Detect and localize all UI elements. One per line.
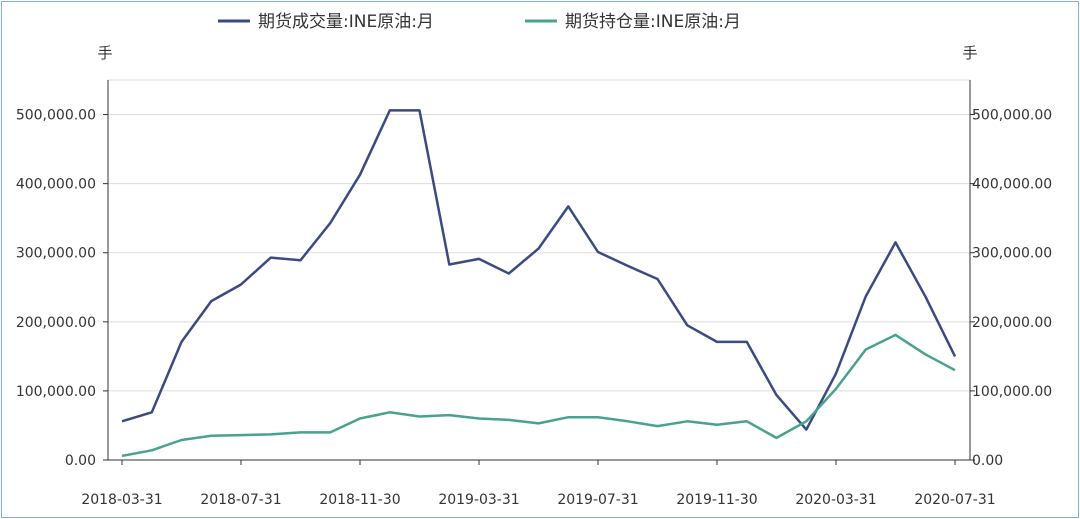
x-tick-label: 2018-07-31 (200, 492, 281, 508)
series-line-2 (121, 333, 956, 458)
legend-label: 期货成交量:INE原油:月 (258, 12, 434, 32)
y-tick-label-right: 200,000.00 (972, 315, 1052, 331)
y-axis-right-ticks: 0.00 100,000.00 200,000.00 300,000.00 400,00… (970, 108, 1052, 469)
y-tick-label-left: 500,000.00 (16, 108, 96, 124)
x-tick-label: 2018-03-31 (81, 492, 162, 508)
legend: 期货成交量:INE原油:月 期货持仓量:INE原油:月 (218, 12, 741, 32)
y-axis-unit-right: 手 (962, 44, 977, 62)
y-tick-label-right: 500,000.00 (972, 108, 1052, 124)
y-tick-label-left: 200,000.00 (16, 315, 96, 331)
gridlines (108, 79, 970, 392)
y-axis-unit-left: 手 (97, 44, 112, 62)
y-tick-label-left: 300,000.00 (16, 246, 96, 262)
y-tick-label-left: 400,000.00 (16, 177, 96, 193)
y-tick-label-right: 300,000.00 (972, 246, 1052, 262)
series-lines (121, 109, 957, 458)
y-tick-label-right: 0.00 (972, 453, 1003, 469)
y-tick-label-right: 400,000.00 (972, 177, 1052, 193)
x-tick-label: 2019-03-31 (438, 492, 519, 508)
x-tick-label: 2019-07-31 (557, 492, 638, 508)
x-tick-label: 2019-11-30 (676, 492, 757, 508)
x-tick-label: 2018-11-30 (319, 492, 400, 508)
x-axis-ticks: 2018-03-31 2018-07-31 2018-11-30 2019-03-31… (81, 460, 996, 508)
y-tick-label-right: 100,000.00 (972, 384, 1052, 400)
x-tick-label: 2020-03-31 (795, 492, 876, 508)
y-tick-label-left: 100,000.00 (16, 384, 96, 400)
x-tick-label: 2020-07-31 (914, 492, 995, 508)
legend-label: 期货持仓量:INE原油:月 (565, 12, 741, 32)
y-axis-left-ticks: 0.00 100,000.00 200,000.00 300,000.00 400,00… (16, 108, 108, 469)
axes (107, 80, 971, 461)
y-tick-label-left: 0.00 (65, 453, 96, 469)
series-line-1 (121, 109, 957, 431)
